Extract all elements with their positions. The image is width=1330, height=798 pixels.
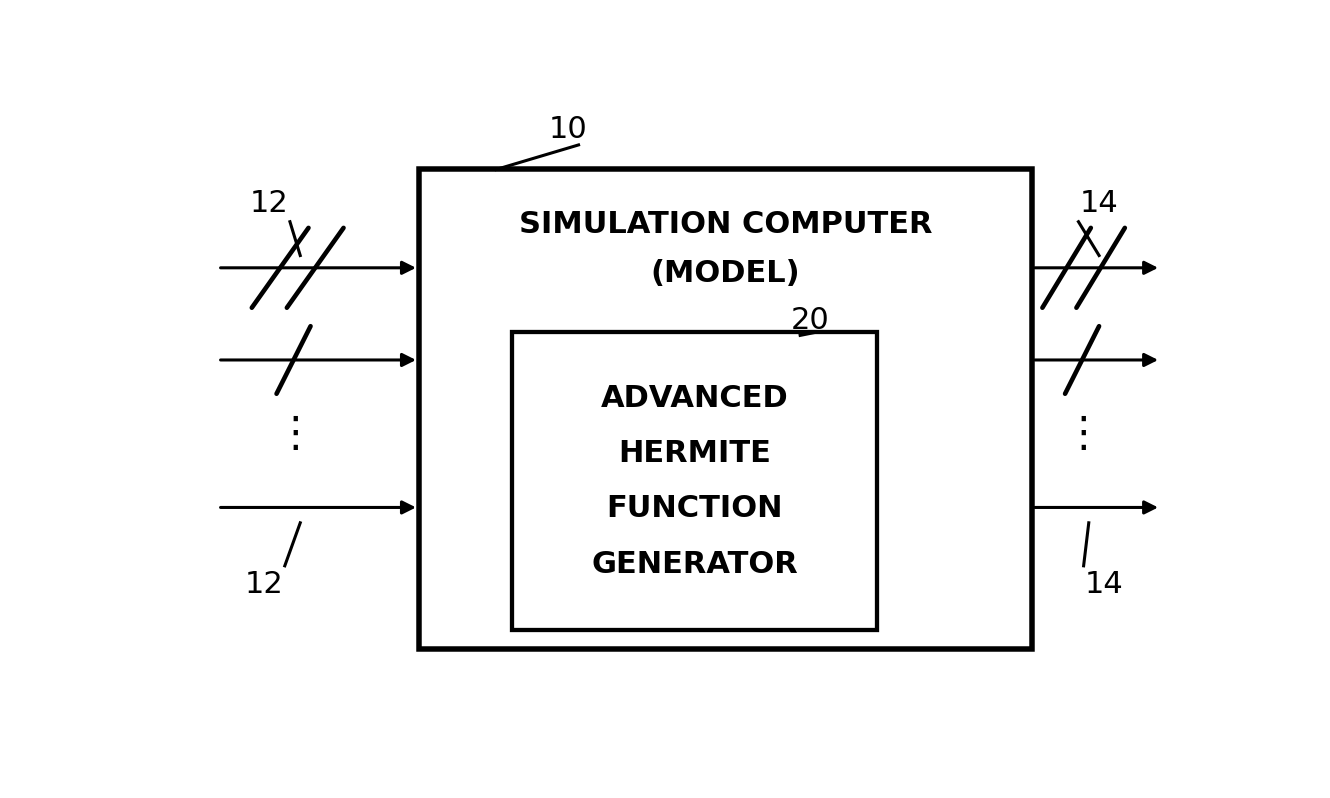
Text: (MODEL): (MODEL) [650,259,801,288]
Text: 12: 12 [250,189,289,218]
Text: FUNCTION: FUNCTION [606,495,783,523]
Text: 14: 14 [1085,570,1124,598]
Text: 20: 20 [791,306,830,334]
Text: GENERATOR: GENERATOR [591,550,798,579]
Text: HERMITE: HERMITE [618,439,771,468]
Text: 10: 10 [549,115,588,144]
Bar [419,169,1032,649]
Text: ⋮: ⋮ [274,413,317,455]
Text: ADVANCED: ADVANCED [601,384,789,413]
Text: SIMULATION COMPUTER: SIMULATION COMPUTER [519,211,932,239]
Text: ⋮: ⋮ [1063,413,1104,455]
Text: 12: 12 [245,570,283,598]
Bar [512,332,878,630]
Text: 14: 14 [1080,189,1119,218]
